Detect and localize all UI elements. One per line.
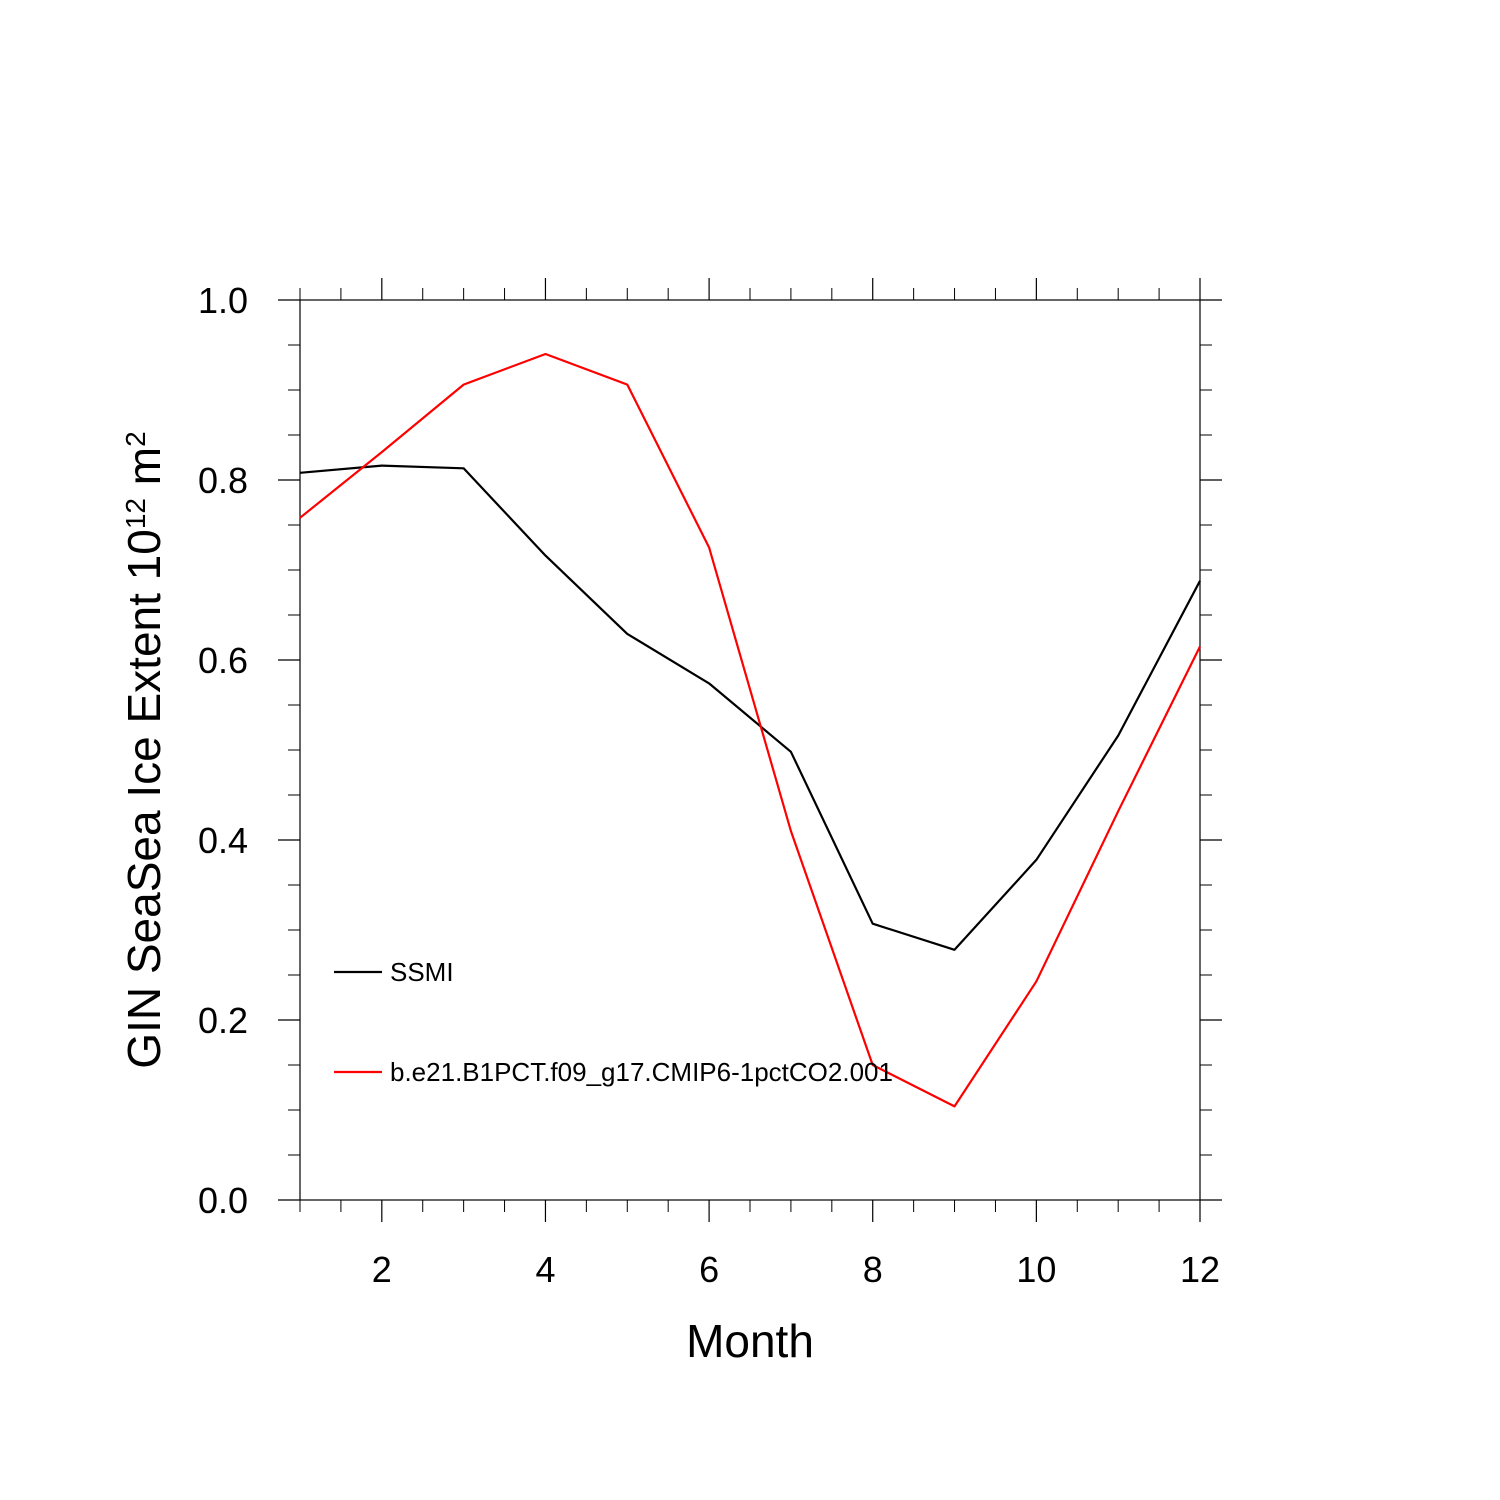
y-axis-title-main: GIN SeaSea Ice Extent 10 bbox=[118, 529, 170, 1069]
series-line-2 bbox=[299, 352, 1201, 1108]
x-tick-label: 12 bbox=[1180, 1249, 1220, 1290]
y-axis-ticks: 0.0 0.2 0.4 0.6 0.8 1.0 bbox=[198, 280, 1222, 1221]
x-axis-ticks: 2 4 6 8 10 12 bbox=[299, 278, 1220, 1290]
x-tick-label: 4 bbox=[535, 1249, 555, 1290]
x-tick-label: 10 bbox=[1016, 1249, 1056, 1290]
series-lines bbox=[299, 352, 1201, 1108]
legend: SSMI b.e21.B1PCT.f09_g17.CMIP6-1pctCO2.00… bbox=[334, 957, 893, 1087]
y-tick-label: 0.0 bbox=[198, 1180, 248, 1221]
y-axis-title: GIN SeaSea Ice Extent 1012 m2 bbox=[118, 431, 170, 1068]
y-tick-label: 0.2 bbox=[198, 1000, 248, 1041]
y-tick-label: 0.6 bbox=[198, 640, 248, 681]
y-axis-title-exponent: 12 bbox=[120, 498, 151, 529]
x-tick-label: 2 bbox=[372, 1249, 392, 1290]
x-axis-title: Month bbox=[686, 1315, 814, 1367]
legend-label: b.e21.B1PCT.f09_g17.CMIP6-1pctCO2.001 bbox=[390, 1057, 893, 1087]
x-tick-label: 6 bbox=[699, 1249, 719, 1290]
y-axis-title-unit: m bbox=[118, 447, 170, 498]
y-tick-label: 0.8 bbox=[198, 460, 248, 501]
y-axis-title-unit-exponent: 2 bbox=[120, 431, 151, 447]
x-tick-label: 8 bbox=[863, 1249, 883, 1290]
series-line-1 bbox=[299, 464, 1201, 951]
legend-label: SSMI bbox=[390, 957, 454, 987]
y-tick-label: 1.0 bbox=[198, 280, 248, 321]
y-tick-label: 0.4 bbox=[198, 820, 248, 861]
